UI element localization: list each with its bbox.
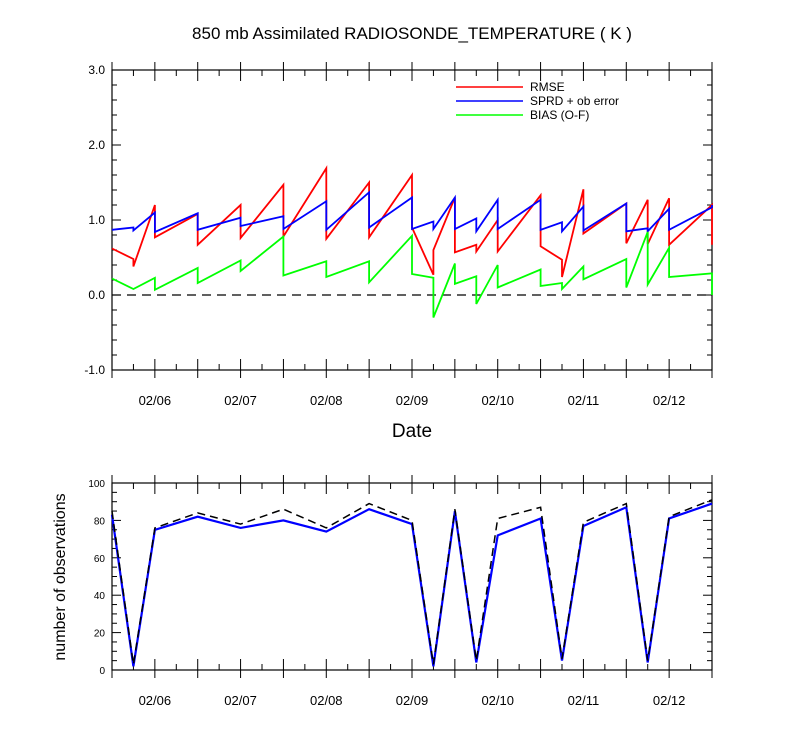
y-tick-label: 20 <box>94 629 106 640</box>
y-tick-label: 2.0 <box>88 138 105 152</box>
series-line-sprd-ob-error <box>111 190 713 235</box>
y-tick-label: 80 <box>94 516 106 527</box>
series-line-total <box>111 499 713 665</box>
top-chart-title: 850 mb Assimilated RADIOSONDE_TEMPERATUR… <box>192 24 632 43</box>
legend-label: SPRD + ob error <box>530 94 619 108</box>
x-tick-label: 02/07 <box>224 693 257 708</box>
y-tick-label: 40 <box>94 591 106 602</box>
plot-frame <box>111 482 713 671</box>
x-tick-label: 02/06 <box>139 393 172 408</box>
bottom-chart-y-axis-label: number of observations <box>52 493 69 660</box>
bottom-chart-observation-count: 0 20 40 60 80 100 02/06 02/07 02/08 02/09 02/10 02/… <box>88 475 713 708</box>
x-tick-label: 02/10 <box>481 393 514 408</box>
legend-label: BIAS (O-F) <box>530 108 589 122</box>
y-tick-label: 0.0 <box>88 288 105 302</box>
x-tick-label: 02/11 <box>568 693 600 708</box>
y-tick-label: 3.0 <box>88 63 105 77</box>
y-tick-label: -1.0 <box>84 363 105 377</box>
x-tick-label: 02/07 <box>224 393 257 408</box>
series-line-assimilated <box>110 502 713 667</box>
y-tick-label: 1.0 <box>88 213 105 227</box>
x-tick-label: 02/09 <box>396 393 429 408</box>
x-tick-label: 02/08 <box>310 693 343 708</box>
x-tick-label: 02/08 <box>310 393 343 408</box>
y-tick-label: 0 <box>99 666 105 677</box>
y-tick-label: 60 <box>94 554 106 565</box>
legend-label: RMSE <box>530 80 565 94</box>
x-tick-label: 02/12 <box>653 693 686 708</box>
x-tick-label: 02/12 <box>653 393 686 408</box>
series-line-bias-o-f- <box>111 231 713 318</box>
top-chart-rmse-spread-bias: -1.0 0.0 1.0 2.0 3.0 02/06 02/07 02/08 02/09 02/1… <box>84 62 713 408</box>
x-tick-label: 02/06 <box>139 693 172 708</box>
x-tick-label: 02/09 <box>396 693 429 708</box>
y-tick-label: 100 <box>88 479 105 490</box>
x-tick-label: 02/11 <box>568 393 600 408</box>
top-chart-x-axis-label: Date <box>392 421 432 442</box>
x-tick-label: 02/10 <box>481 693 514 708</box>
